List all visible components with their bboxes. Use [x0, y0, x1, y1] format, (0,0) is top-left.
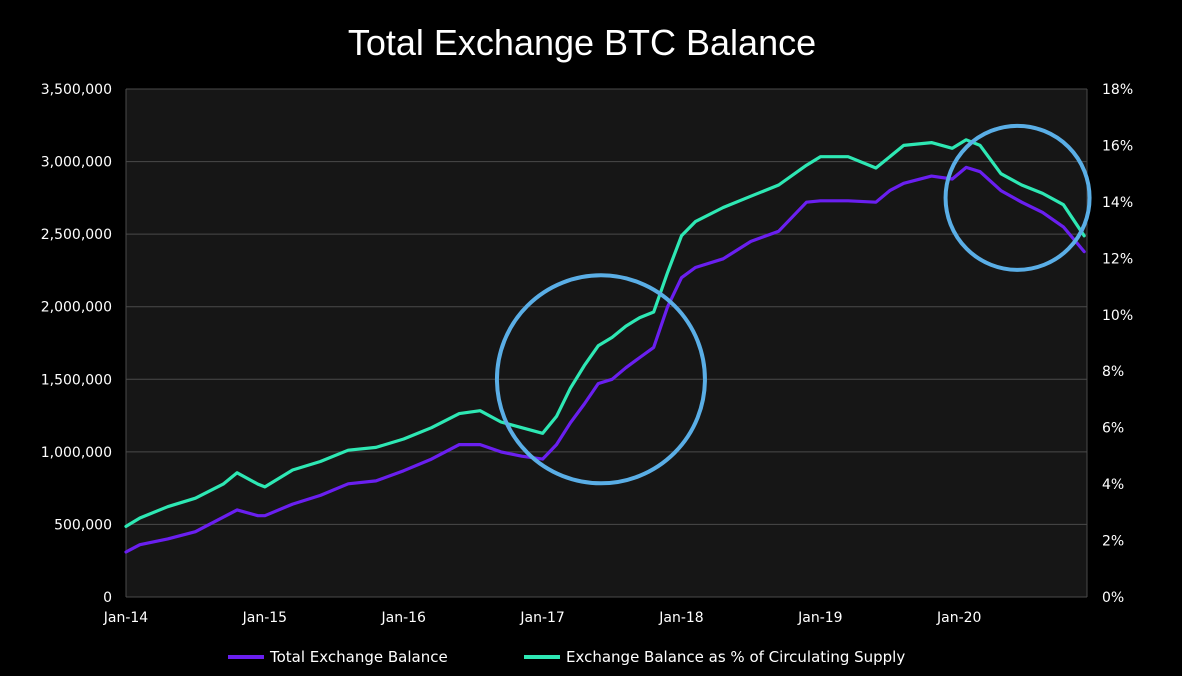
y-right-tick-label: 14% — [1102, 195, 1133, 211]
highlight-circle-2020 — [943, 123, 1092, 272]
y-left-tick-label: 500,000 — [54, 517, 112, 533]
y-left-tick-label: 3,500,000 — [41, 82, 112, 98]
plot-area — [126, 89, 1087, 597]
legend: Total Exchange Balance Exchange Balance … — [228, 648, 905, 666]
y-left-tick-label: 2,500,000 — [41, 227, 112, 243]
y-right-tick-label: 12% — [1102, 251, 1133, 267]
x-tick-label: Jan-20 — [936, 610, 981, 626]
series-lines — [124, 138, 1086, 554]
y-right-tick-label: 10% — [1102, 308, 1133, 324]
x-tick-label: Jan-17 — [519, 610, 564, 626]
x-tick-label: Jan-15 — [242, 610, 287, 626]
y-left-tick-label: 1,000,000 — [41, 445, 112, 461]
y-right-tick-label: 2% — [1102, 534, 1124, 550]
y-left-tick-label: 2,000,000 — [41, 300, 112, 316]
y-left-tick-label: 1,500,000 — [41, 372, 112, 388]
x-axis: Jan-14 Jan-15 Jan-16 Jan-17 Jan-18 Jan-19 Jan-… — [103, 610, 982, 626]
x-tick-label: Jan-14 — [103, 610, 149, 626]
series-line-exchange-balance-percent — [124, 138, 1086, 529]
x-tick-label: Jan-19 — [797, 610, 842, 626]
series-line-total-exchange-balance — [124, 165, 1086, 554]
x-tick-label: Jan-18 — [658, 610, 703, 626]
y-right-tick-label: 0% — [1102, 590, 1124, 606]
left-axis: 0 500,000 1,000,000 1,500,000 2,000,000 2,500… — [41, 82, 112, 606]
y-left-tick-label: 0 — [103, 590, 112, 606]
annotation-circles — [494, 123, 1092, 486]
highlight-circle-2017 — [494, 273, 707, 486]
gridlines — [125, 88, 1088, 598]
y-left-tick-label: 3,000,000 — [41, 155, 112, 171]
y-right-tick-label: 16% — [1102, 138, 1133, 154]
y-right-tick-label: 4% — [1102, 477, 1124, 493]
y-right-tick-label: 8% — [1102, 364, 1124, 380]
x-tick-label: Jan-16 — [381, 610, 427, 626]
right-axis: 0% 2% 4% 6% 8% 10% 12% 14% 16% 18% — [1102, 82, 1133, 606]
chart-title: Total Exchange BTC Balance — [348, 22, 816, 63]
legend-label-total-exchange-balance: Total Exchange Balance — [269, 648, 448, 666]
legend-label-exchange-balance-percent: Exchange Balance as % of Circulating Sup… — [566, 648, 905, 666]
y-right-tick-label: 6% — [1102, 421, 1124, 437]
y-right-tick-label: 18% — [1102, 82, 1133, 98]
